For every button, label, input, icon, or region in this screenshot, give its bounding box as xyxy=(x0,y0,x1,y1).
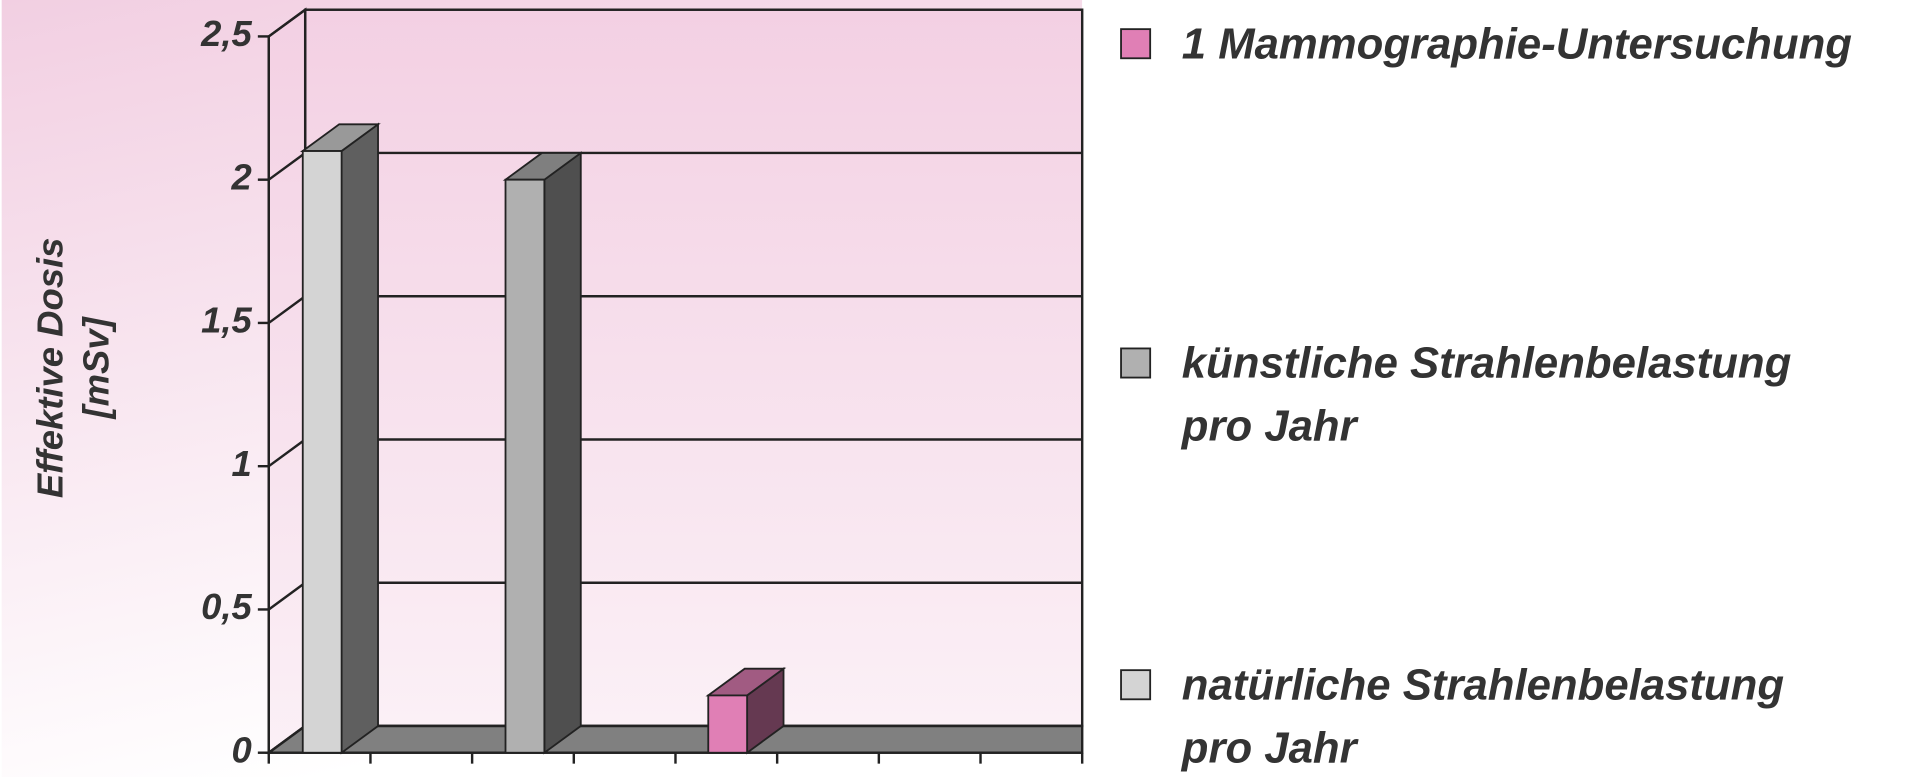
y-tick-label: 0,5 xyxy=(201,586,252,627)
legend-item: 1 Mammographie-Untersuchung xyxy=(1181,18,1852,68)
y-tick-label: 1 xyxy=(232,443,252,484)
side-wall xyxy=(267,7,307,756)
legend-label: 1 Mammographie-Untersuchung xyxy=(1181,18,1852,68)
legend-swatch xyxy=(1120,28,1152,60)
floor xyxy=(265,724,1084,754)
legend-item: natürliche Strahlenbelastung pro Jahr xyxy=(1181,659,1785,773)
y-tick-label: 2 xyxy=(231,156,252,197)
y-axis-label: Effektive Dosis [mSv] xyxy=(30,237,118,499)
bar xyxy=(504,178,546,754)
legend-label: natürliche Strahlenbelastung pro Jahr xyxy=(1181,659,1785,773)
legend-background xyxy=(1082,0,1906,777)
legend-label: künstliche Strahlenbelastung pro Jahr xyxy=(1181,337,1792,451)
grid-line xyxy=(268,8,1083,38)
y-tick-label: 1,5 xyxy=(201,300,252,341)
bar-side xyxy=(543,151,582,755)
bar xyxy=(707,694,749,754)
y-tick-label: 0 xyxy=(232,729,252,770)
legend-swatch xyxy=(1120,347,1152,379)
y-label-box: Effektive Dosis [mSv] xyxy=(30,237,118,499)
bar xyxy=(301,150,343,754)
legend-item: künstliche Strahlenbelastung pro Jahr xyxy=(1181,337,1792,451)
legend-swatch xyxy=(1120,669,1152,701)
bar-side xyxy=(340,122,379,755)
back-wall xyxy=(303,8,1084,728)
y-tick-label: 2,5 xyxy=(200,13,252,54)
